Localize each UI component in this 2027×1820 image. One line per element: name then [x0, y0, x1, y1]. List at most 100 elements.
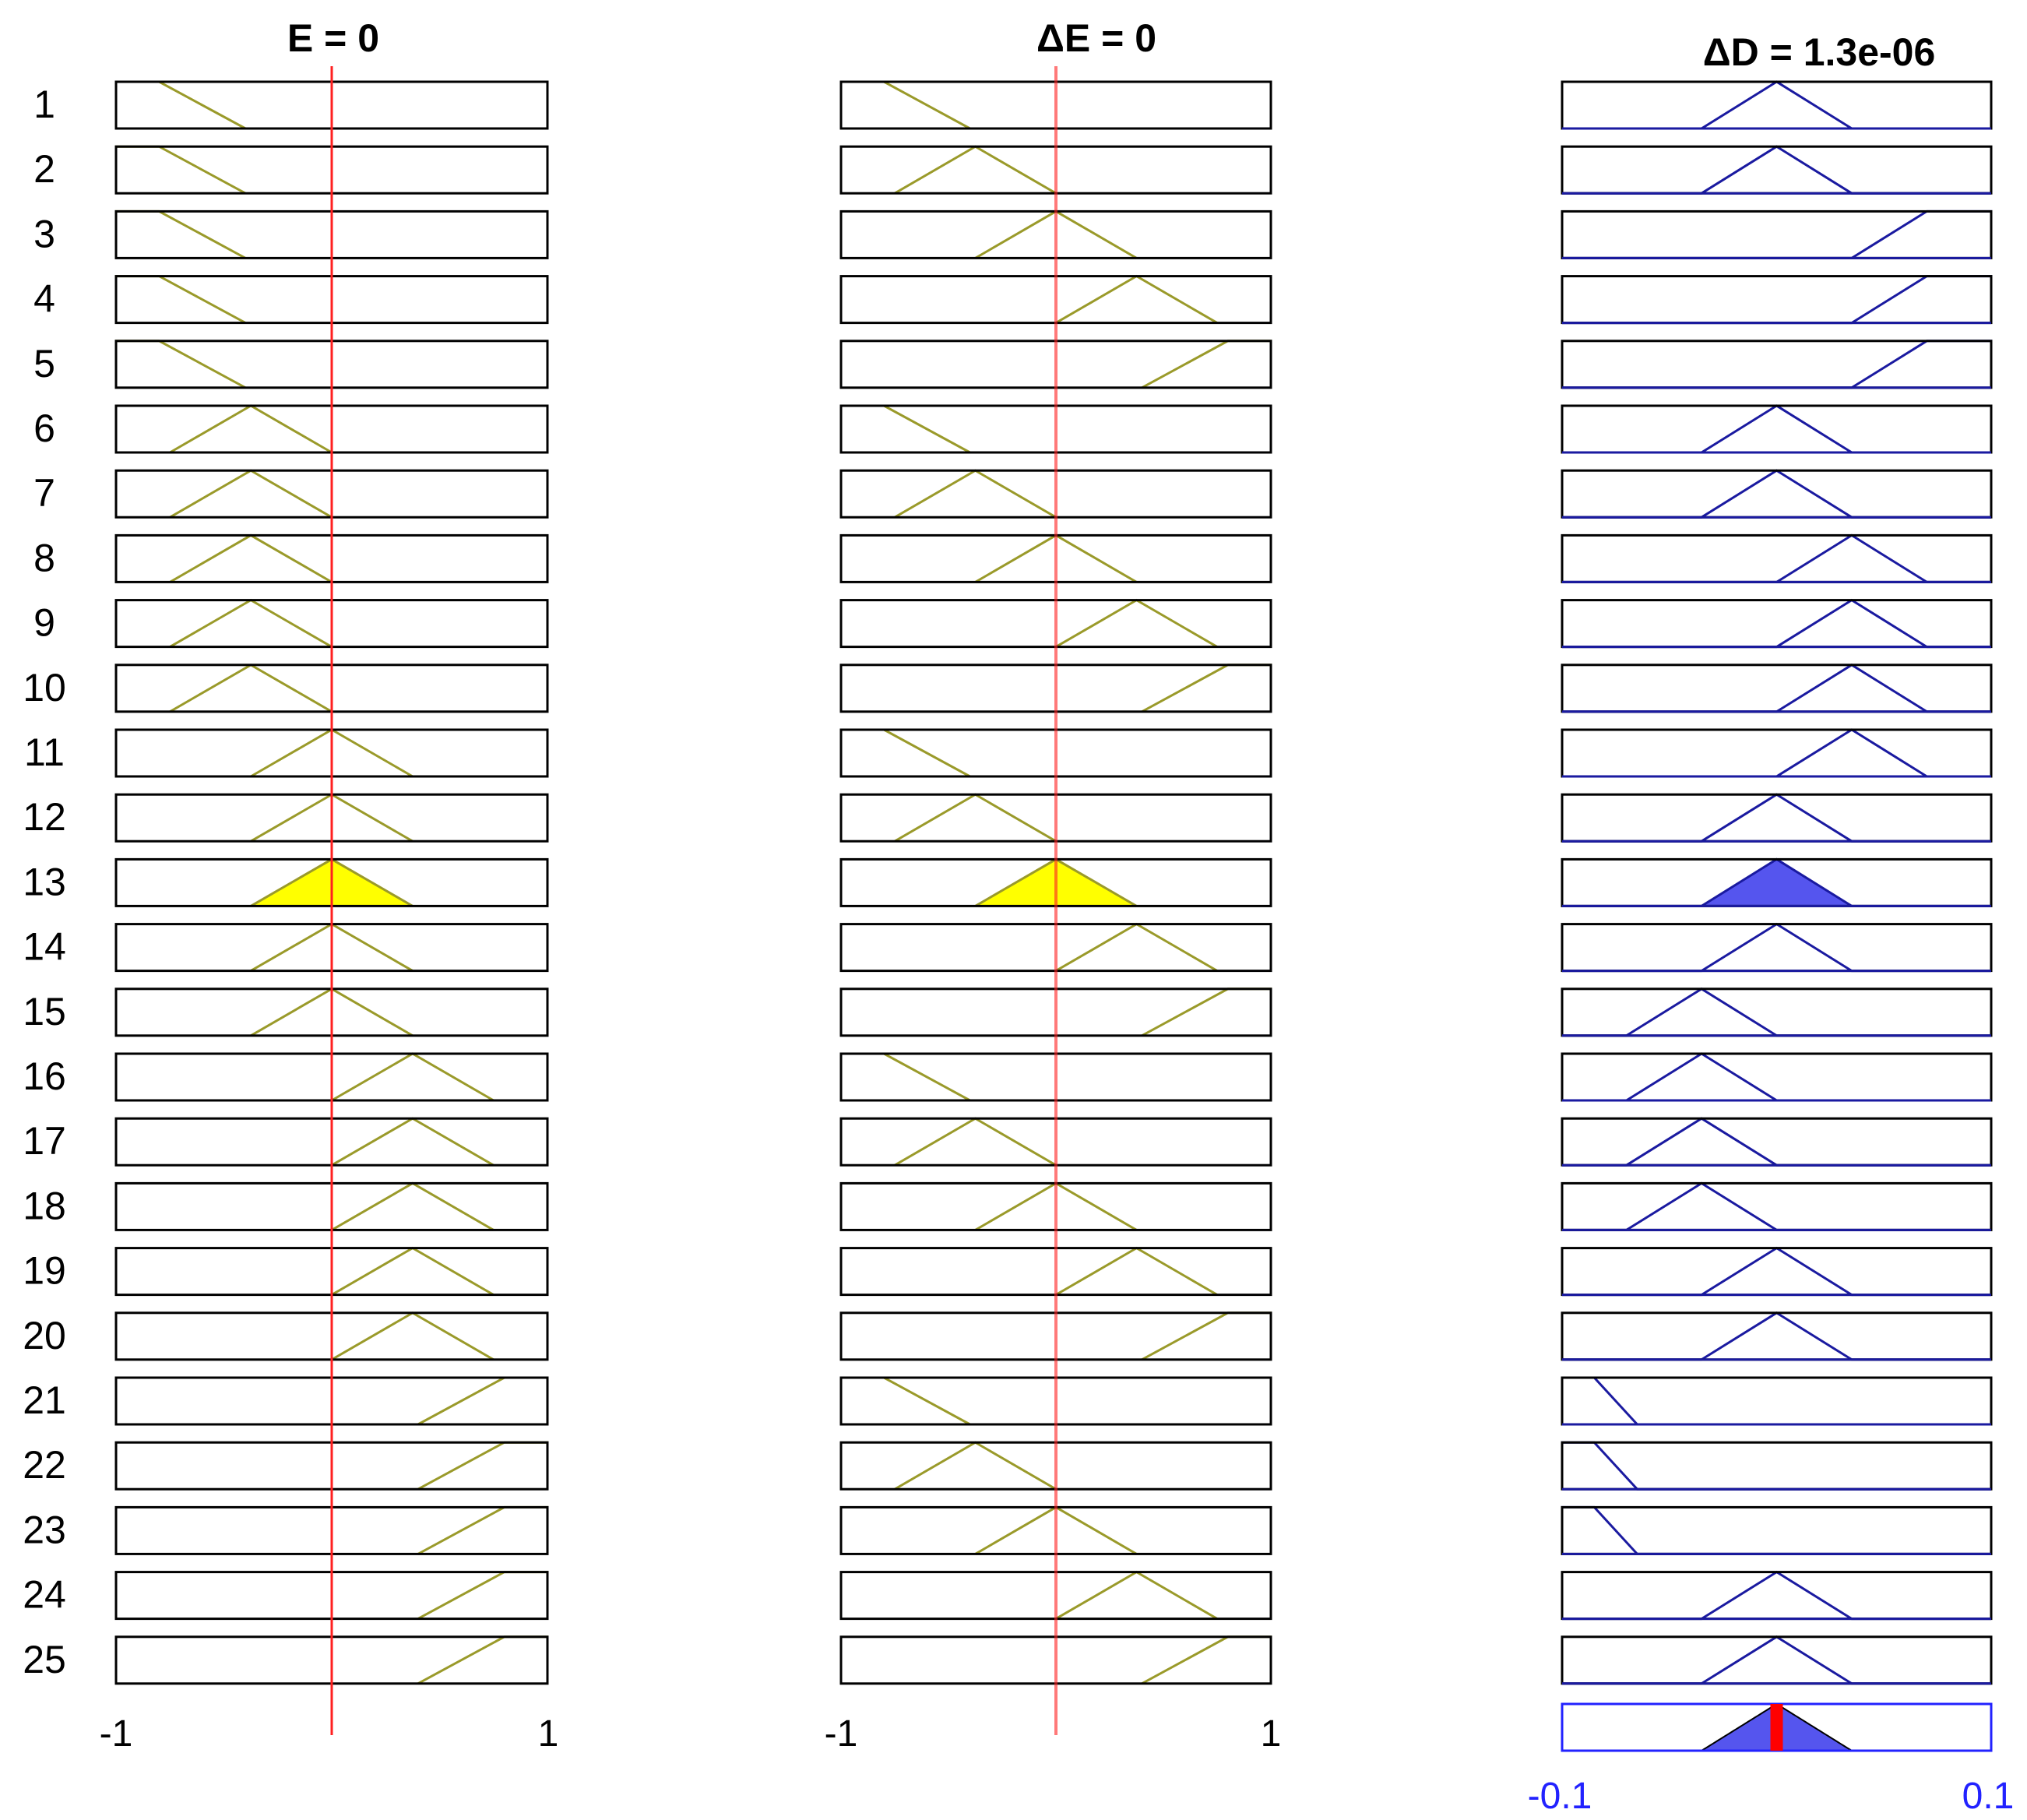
membership-function-ns	[894, 1441, 1057, 1491]
membership-function-ze	[1562, 1570, 1991, 1621]
rule-row	[114, 664, 1993, 713]
membership-function-ze	[1562, 145, 1991, 195]
membership-function-nb	[839, 728, 971, 778]
rule-number-label: 23	[23, 1508, 66, 1551]
mf-box-frame	[1561, 1505, 1993, 1555]
output-mf-cell	[1561, 1635, 1993, 1685]
membership-function-ps	[1562, 598, 1991, 649]
rule-number-label: 10	[23, 666, 66, 709]
mf-box-frame	[1561, 1247, 1993, 1297]
membership-function-ze	[1562, 1246, 1991, 1297]
output-mf-cell	[1561, 728, 1993, 778]
membership-function-ze	[1562, 469, 1991, 519]
membership-function-ns	[1562, 1117, 1991, 1167]
output-axis-max: 0.1	[1962, 1776, 2015, 1817]
rule-row	[114, 1246, 1993, 1297]
output-title: ΔD = 1.3e-06	[1703, 30, 1936, 74]
membership-function-ns	[1562, 1181, 1991, 1231]
rule-row	[114, 987, 1993, 1037]
implied-output-area	[1562, 858, 1991, 907]
membership-function-pb	[1141, 664, 1272, 713]
rule-number-label: 4	[33, 277, 55, 321]
output-mf-cell	[1561, 1505, 1993, 1555]
rule-labels: 1234567891011121314151617181920212223242…	[23, 83, 66, 1681]
mf-box-frame	[1561, 793, 1993, 843]
rule-row	[114, 1311, 1993, 1361]
rule-number-label: 7	[33, 471, 55, 515]
membership-function-ze	[1562, 1311, 1991, 1361]
output-mf-cell	[1561, 598, 1993, 649]
mf-box-frame	[1561, 1311, 1993, 1361]
membership-function-pb	[1141, 1635, 1272, 1685]
mf-box-frame	[1561, 1181, 1993, 1231]
membership-function-pb	[417, 1571, 549, 1620]
mf-box-frame	[1561, 1052, 1993, 1102]
output-mf-cell	[1561, 1311, 1993, 1361]
membership-function-ns	[894, 1117, 1057, 1167]
membership-function-ns	[894, 793, 1057, 843]
output-mf-cell	[1561, 1376, 1993, 1426]
membership-function-nb	[839, 404, 971, 454]
membership-function-pb	[1562, 275, 1993, 325]
membership-function-ps	[1055, 1570, 1218, 1620]
rule-number-label: 25	[23, 1638, 66, 1681]
rule-row	[114, 1635, 1993, 1685]
rule-number-label: 14	[23, 925, 66, 969]
mf-box-frame	[1561, 1571, 1993, 1621]
rule-row	[114, 340, 1993, 389]
output-mf-cell	[1561, 469, 1993, 519]
rule-number-label: 13	[23, 860, 66, 903]
output-mf-cell	[1561, 145, 1993, 195]
input1-title: E = 0	[287, 16, 379, 60]
input2-axis-max: 1	[1261, 1713, 1282, 1755]
membership-function-nb	[114, 209, 246, 259]
membership-function-nb	[114, 340, 246, 389]
rule-number-label: 6	[33, 407, 55, 450]
rule-row	[114, 209, 1993, 259]
rule-row	[114, 274, 1993, 325]
membership-function-ps	[1055, 274, 1218, 324]
rule-number-label: 11	[24, 730, 65, 774]
membership-function-ns	[894, 469, 1057, 519]
rule-row	[114, 533, 1993, 583]
output-mf-cell	[1561, 857, 1993, 907]
rule-number-label: 22	[23, 1443, 66, 1487]
rule-number-label: 8	[33, 536, 55, 579]
mf-box-frame	[1561, 469, 1993, 519]
rule-number-label: 18	[23, 1184, 66, 1227]
rule-row	[114, 1052, 1993, 1102]
membership-function-ns	[1562, 987, 1991, 1037]
membership-function-ps	[331, 1311, 494, 1361]
membership-function-ps	[1562, 664, 1991, 713]
membership-function-pb	[417, 1635, 549, 1685]
mf-box-frame	[1561, 340, 1993, 389]
output-mf-cell	[1561, 987, 1993, 1037]
membership-function-pb	[1562, 209, 1993, 259]
output-axis-min: -0.1	[1528, 1776, 1592, 1817]
membership-function-pb	[1562, 340, 1993, 389]
input2-axis-min: -1	[825, 1713, 858, 1755]
membership-function-ze	[1562, 1635, 1991, 1685]
membership-function-ns	[169, 533, 333, 583]
output-mf-cell	[1561, 275, 1993, 325]
output-mf-cell	[1561, 533, 1993, 583]
membership-function-ps	[331, 1117, 494, 1167]
membership-function-nb	[1561, 1441, 1991, 1491]
rule-row	[114, 469, 1993, 519]
membership-function-pb	[417, 1505, 549, 1555]
output-mf-cell	[1561, 340, 1993, 389]
mf-box-frame	[1561, 987, 1993, 1037]
membership-function-pb	[1141, 340, 1272, 389]
membership-function-ns	[894, 145, 1057, 195]
rule-row	[114, 1117, 1993, 1167]
mf-box-frame	[1561, 1117, 1993, 1167]
membership-function-ps	[331, 1181, 494, 1231]
membership-function-nb	[1561, 1505, 1991, 1555]
mf-box-frame	[1561, 145, 1993, 195]
rule-row	[114, 728, 1993, 778]
membership-function-ps	[1055, 598, 1218, 648]
membership-function-pb	[1141, 987, 1272, 1037]
output-mf-cell	[1561, 1570, 1993, 1621]
membership-function-ns	[169, 404, 333, 454]
rule-number-label: 9	[33, 601, 55, 645]
